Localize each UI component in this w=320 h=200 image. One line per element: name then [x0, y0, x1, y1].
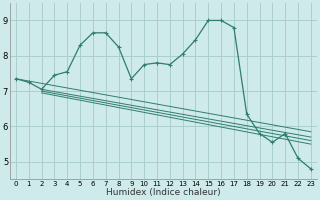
X-axis label: Humidex (Indice chaleur): Humidex (Indice chaleur) [106, 188, 221, 197]
